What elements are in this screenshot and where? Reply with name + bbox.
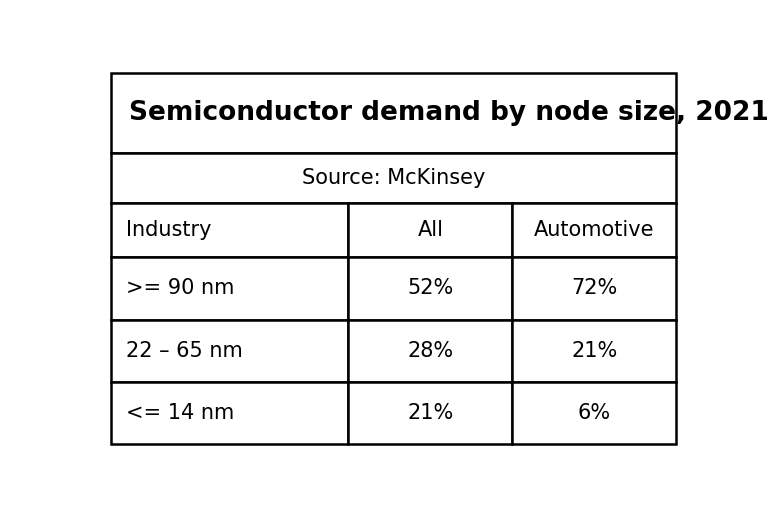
Bar <box>349 203 512 257</box>
Text: 22 – 65 nm: 22 – 65 nm <box>126 341 243 361</box>
Text: Automotive: Automotive <box>534 220 654 240</box>
Text: Semiconductor demand by node size, 2021: Semiconductor demand by node size, 2021 <box>129 101 768 126</box>
Bar <box>111 203 349 257</box>
Text: Source: McKinsey: Source: McKinsey <box>302 168 485 188</box>
Bar <box>512 257 677 320</box>
Bar <box>349 382 512 444</box>
Text: All: All <box>417 220 443 240</box>
Bar <box>349 320 512 382</box>
Text: 21%: 21% <box>571 341 617 361</box>
Text: Industry: Industry <box>126 220 211 240</box>
Text: <= 14 nm: <= 14 nm <box>126 403 234 423</box>
Bar <box>512 320 677 382</box>
Bar <box>512 382 677 444</box>
Text: 6%: 6% <box>578 403 611 423</box>
Bar <box>111 257 349 320</box>
Bar <box>512 203 677 257</box>
Text: 28%: 28% <box>407 341 453 361</box>
Text: 21%: 21% <box>407 403 453 423</box>
Bar <box>111 73 677 153</box>
Bar <box>111 153 677 203</box>
Text: 52%: 52% <box>407 279 453 299</box>
Bar <box>349 257 512 320</box>
Bar <box>111 320 349 382</box>
Text: >= 90 nm: >= 90 nm <box>126 279 234 299</box>
Bar <box>111 382 349 444</box>
Text: 72%: 72% <box>571 279 617 299</box>
